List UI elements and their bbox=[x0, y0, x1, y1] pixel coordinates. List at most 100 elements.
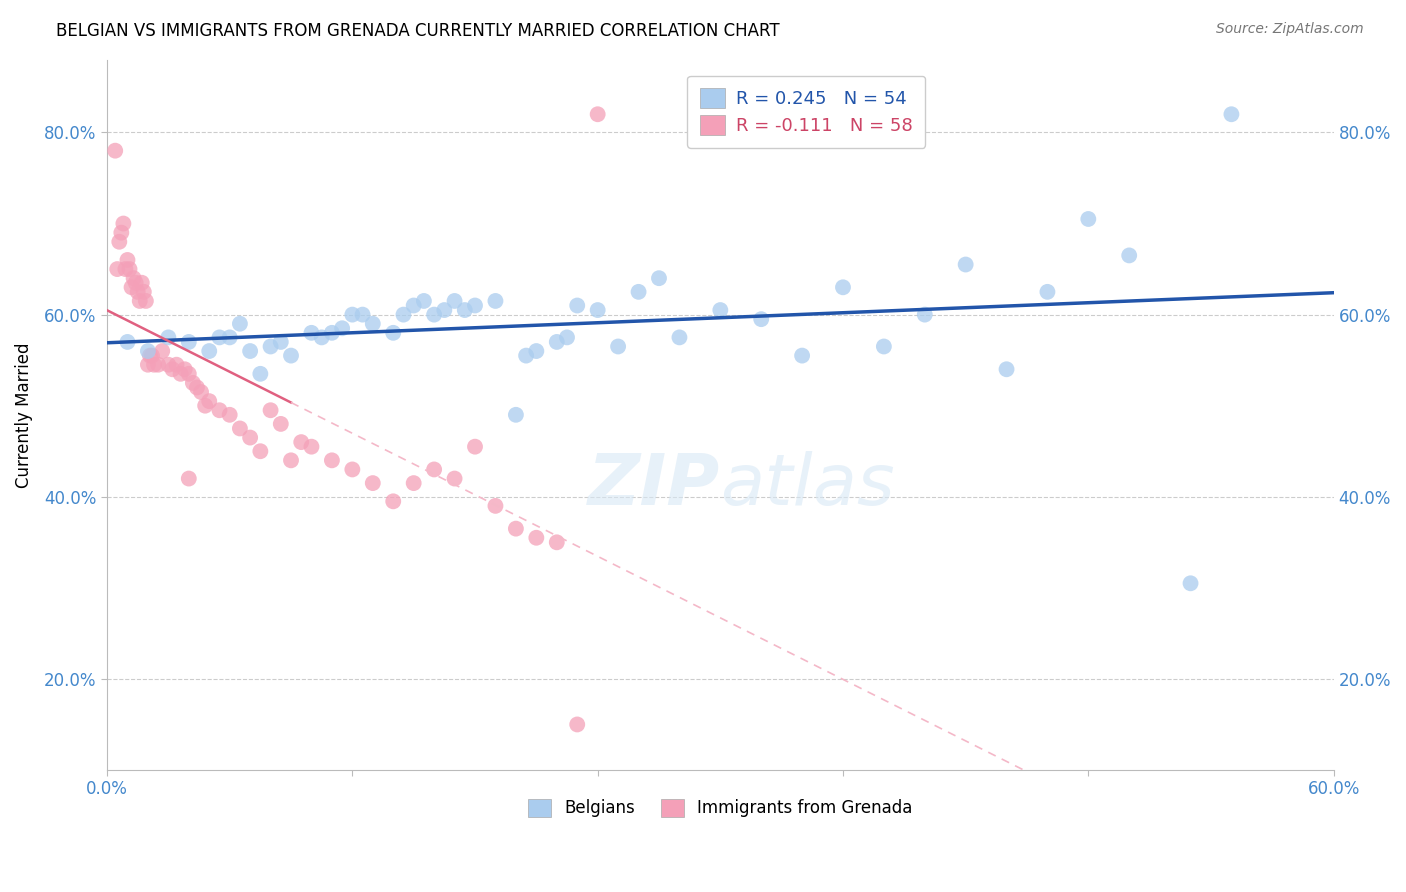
Point bbox=[342, 462, 364, 476]
Point bbox=[524, 531, 547, 545]
Point bbox=[443, 293, 465, 308]
Point bbox=[342, 308, 364, 322]
Point bbox=[433, 303, 456, 318]
Point bbox=[177, 334, 200, 349]
Point bbox=[546, 535, 568, 549]
Point bbox=[194, 399, 217, 413]
Point bbox=[114, 262, 136, 277]
Point bbox=[121, 280, 143, 294]
Point bbox=[143, 358, 166, 372]
Point bbox=[249, 444, 271, 458]
Point bbox=[132, 285, 155, 299]
Point bbox=[239, 344, 262, 359]
Point bbox=[627, 285, 650, 299]
Point bbox=[515, 349, 537, 363]
Point bbox=[105, 262, 128, 277]
Point bbox=[198, 344, 221, 359]
Point bbox=[361, 476, 384, 491]
Point bbox=[311, 330, 333, 344]
Point bbox=[382, 494, 405, 508]
Point bbox=[454, 303, 477, 318]
Point bbox=[122, 271, 145, 285]
Point bbox=[330, 321, 353, 335]
Point bbox=[505, 522, 527, 536]
Point bbox=[412, 293, 434, 308]
Point bbox=[392, 308, 415, 322]
Point bbox=[505, 408, 527, 422]
Point bbox=[169, 367, 191, 381]
Point bbox=[146, 358, 169, 372]
Point bbox=[873, 339, 896, 353]
Point bbox=[352, 308, 374, 322]
Point bbox=[157, 330, 180, 344]
Point bbox=[229, 421, 252, 435]
Point bbox=[128, 293, 150, 308]
Point bbox=[1077, 211, 1099, 226]
Point bbox=[139, 349, 162, 363]
Point bbox=[1180, 576, 1202, 591]
Point bbox=[567, 717, 589, 731]
Point bbox=[181, 376, 204, 390]
Point bbox=[104, 144, 127, 158]
Point bbox=[832, 280, 855, 294]
Point bbox=[361, 317, 384, 331]
Point bbox=[136, 344, 159, 359]
Point bbox=[586, 303, 609, 318]
Y-axis label: Currently Married: Currently Married bbox=[15, 342, 32, 488]
Point bbox=[239, 431, 262, 445]
Point bbox=[567, 298, 589, 312]
Point bbox=[208, 330, 231, 344]
Point bbox=[218, 408, 240, 422]
Point bbox=[157, 358, 180, 372]
Point bbox=[382, 326, 405, 340]
Point bbox=[270, 417, 292, 431]
Point bbox=[914, 308, 936, 322]
Point bbox=[117, 334, 139, 349]
Point bbox=[108, 235, 131, 249]
Point bbox=[280, 349, 302, 363]
Point bbox=[668, 330, 690, 344]
Point bbox=[229, 317, 252, 331]
Point bbox=[301, 326, 323, 340]
Text: ZIP: ZIP bbox=[588, 451, 720, 520]
Point bbox=[127, 285, 149, 299]
Point bbox=[249, 367, 271, 381]
Point bbox=[110, 226, 132, 240]
Legend: Belgians, Immigrants from Grenada: Belgians, Immigrants from Grenada bbox=[520, 790, 921, 826]
Point bbox=[423, 308, 446, 322]
Point bbox=[546, 334, 568, 349]
Point bbox=[112, 217, 135, 231]
Point bbox=[423, 462, 446, 476]
Point bbox=[259, 403, 281, 417]
Point bbox=[555, 330, 578, 344]
Point bbox=[177, 471, 200, 485]
Point bbox=[1220, 107, 1243, 121]
Point bbox=[162, 362, 184, 376]
Point bbox=[321, 326, 343, 340]
Point bbox=[117, 252, 139, 267]
Point bbox=[402, 476, 425, 491]
Point bbox=[173, 362, 195, 376]
Point bbox=[955, 258, 977, 272]
Point bbox=[484, 499, 506, 513]
Point bbox=[177, 367, 200, 381]
Point bbox=[443, 471, 465, 485]
Point bbox=[131, 276, 153, 290]
Point bbox=[586, 107, 609, 121]
Point bbox=[995, 362, 1018, 376]
Point bbox=[208, 403, 231, 417]
Point bbox=[290, 435, 312, 450]
Point bbox=[218, 330, 240, 344]
Point bbox=[709, 303, 731, 318]
Point bbox=[301, 440, 323, 454]
Point bbox=[648, 271, 671, 285]
Point bbox=[118, 262, 141, 277]
Point bbox=[166, 358, 188, 372]
Point bbox=[136, 358, 159, 372]
Point bbox=[124, 276, 146, 290]
Point bbox=[484, 293, 506, 308]
Point bbox=[259, 339, 281, 353]
Point bbox=[464, 440, 486, 454]
Point bbox=[280, 453, 302, 467]
Text: BELGIAN VS IMMIGRANTS FROM GRENADA CURRENTLY MARRIED CORRELATION CHART: BELGIAN VS IMMIGRANTS FROM GRENADA CURRE… bbox=[56, 22, 780, 40]
